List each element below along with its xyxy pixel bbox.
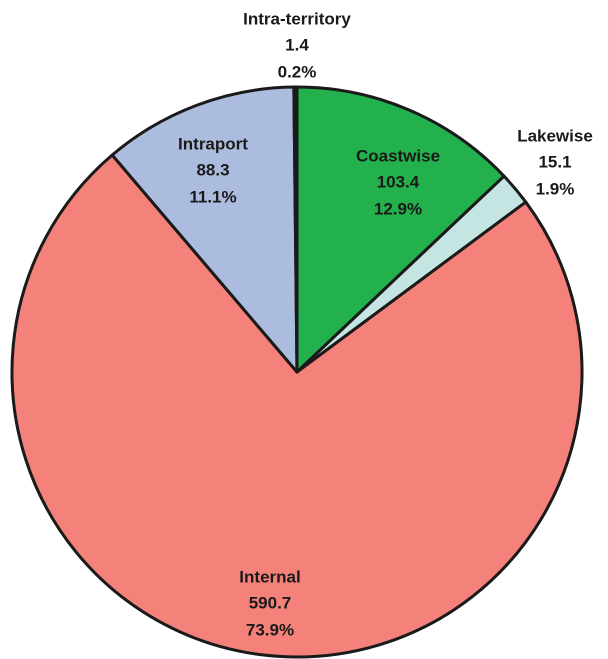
- slice-percent: 1.9%: [536, 179, 575, 198]
- slice-label: Intra-territory: [243, 9, 351, 28]
- slice-percent: 0.2%: [278, 62, 317, 81]
- slice-value: 590.7: [249, 593, 292, 612]
- slice-percent: 12.9%: [374, 199, 422, 218]
- slice-value: 88.3: [196, 160, 229, 179]
- slice-value: 15.1: [538, 152, 571, 171]
- slice-value: 1.4: [285, 35, 309, 54]
- slice-label: Intraport: [178, 134, 248, 153]
- pie-slice: [292, 85, 299, 374]
- slice-label: Internal: [239, 567, 300, 586]
- pie-slice: [295, 85, 506, 374]
- slice-label: Lakewise: [517, 126, 593, 145]
- pie-slice: [110, 85, 299, 374]
- slice-label: Coastwise: [356, 146, 440, 165]
- pie-slice: [10, 153, 584, 659]
- slice-percent: 11.1%: [189, 187, 236, 206]
- slice-percent: 73.9%: [246, 620, 294, 639]
- slice-value: 103.4: [377, 172, 420, 191]
